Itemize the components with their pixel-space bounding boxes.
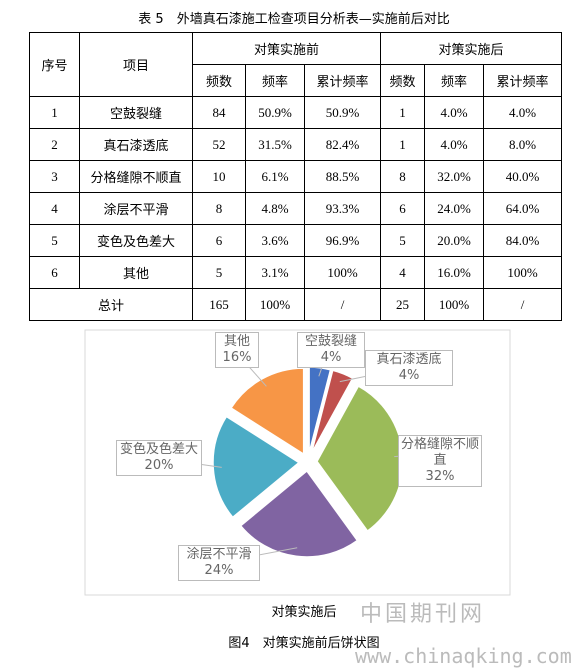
slice-value: 20% bbox=[144, 458, 174, 473]
header-cell: 累计频率 bbox=[483, 64, 562, 97]
slice-value: 32% bbox=[425, 469, 455, 484]
slice-name: 变色及色差大 bbox=[119, 442, 198, 457]
header-cell: 对策实施后 bbox=[380, 32, 562, 65]
table-cell: 100% bbox=[483, 256, 562, 289]
pie-slice bbox=[212, 415, 301, 519]
table-row: 3 分格缝隙不顺直 10 6.1% 88.5% 8 32.0% 40.0% bbox=[29, 160, 562, 193]
table-cell: 4.0% bbox=[424, 96, 484, 129]
slice-label: 空鼓裂缝 4% bbox=[297, 332, 365, 368]
header-cell: 对策实施前 bbox=[192, 32, 381, 65]
header-cell: 频数 bbox=[380, 64, 425, 97]
pie-slice bbox=[239, 469, 359, 558]
watermark-site: 中国期刊网 bbox=[360, 601, 486, 626]
table-cell: 4.0% bbox=[483, 96, 562, 129]
table-caption: 表 5 外墙真石漆施工检查项目分析表—实施前后对比 bbox=[138, 12, 450, 27]
table-cell: 10 bbox=[192, 160, 246, 193]
total-cell: / bbox=[483, 288, 562, 321]
slice-label: 分格缝隙不顺直 32% bbox=[398, 435, 482, 487]
table-cell: 24.0% bbox=[424, 192, 484, 225]
table-cell: 64.0% bbox=[483, 192, 562, 225]
figure-caption: 图4 对策实施前后饼状图 bbox=[228, 636, 380, 651]
slice-value: 4% bbox=[320, 350, 342, 365]
slice-name: 分格缝隙不顺直 bbox=[401, 437, 480, 468]
total-cell: 100% bbox=[245, 288, 305, 321]
pie-slice bbox=[310, 369, 354, 454]
total-cell: 100% bbox=[424, 288, 484, 321]
slice-value: 16% bbox=[222, 350, 252, 365]
total-cell: 总计 bbox=[29, 288, 193, 321]
header-cell: 项目 bbox=[79, 32, 193, 97]
table-cell: 1 bbox=[380, 128, 425, 161]
table-cell: 分格缝隙不顺直 bbox=[79, 160, 193, 193]
table-cell: 6.1% bbox=[245, 160, 305, 193]
table-row: 总计 165 100%/25 100% / bbox=[29, 288, 562, 321]
table-cell: 50.9% bbox=[245, 96, 305, 129]
table-cell: 3.6% bbox=[245, 224, 305, 257]
slice-value: 24% bbox=[204, 563, 234, 578]
slice-name: 其他 bbox=[223, 334, 250, 349]
slice-label: 其他 16% bbox=[215, 332, 259, 368]
table-row: 4 涂层不平滑 8 4.8% 93.3% 6 24.0% 64.0% bbox=[29, 192, 562, 225]
table-cell: 8 bbox=[380, 160, 425, 193]
table-cell: 52 bbox=[192, 128, 246, 161]
table-cell: 84 bbox=[192, 96, 246, 129]
chart-frame bbox=[84, 329, 511, 596]
chart-title: 对策实施后 bbox=[271, 605, 337, 620]
table-cell: 涂层不平滑 bbox=[79, 192, 193, 225]
table-cell: 4 bbox=[29, 192, 80, 225]
table-cell: 50.9% bbox=[304, 96, 381, 129]
table-cell: 20.0% bbox=[424, 224, 484, 257]
watermark-url: www.chinaqking.com bbox=[355, 644, 572, 668]
slice-name: 空鼓裂缝 bbox=[304, 334, 357, 349]
table-row: 序号 项目 对策实施前 对策实施后 bbox=[29, 32, 562, 97]
table-cell: 31.5% bbox=[245, 128, 305, 161]
slice-label: 真石漆透底 4% bbox=[365, 350, 453, 386]
table-cell: 100% bbox=[304, 256, 381, 289]
table-row: 2 真石漆透底 52 31.5% 82.4% 1 4.0% 8.0% bbox=[29, 128, 562, 161]
slice-value: 4% bbox=[398, 368, 420, 383]
slice-name: 真石漆透底 bbox=[376, 352, 442, 367]
header-cell: 序号 bbox=[29, 32, 80, 97]
total-cell: / bbox=[304, 288, 381, 321]
header-cell: 累计频率 bbox=[304, 64, 381, 97]
data-table: 序号 项目 对策实施前 对策实施后 频数 频率 累计频率 频数 频率 累计频率 1 空鼓裂缝 84 50.… bbox=[29, 32, 562, 321]
table-cell: 空鼓裂缝 bbox=[79, 96, 193, 129]
table-row: 1 空鼓裂缝 84 50.9% 50.9% 1 4.0% 4.0% bbox=[29, 96, 562, 129]
table-cell: 2 bbox=[29, 128, 80, 161]
table-cell: 5 bbox=[192, 256, 246, 289]
total-cell: 165 bbox=[192, 288, 246, 321]
slice-name: 涂层不平滑 bbox=[186, 547, 252, 562]
table-cell: 1 bbox=[380, 96, 425, 129]
table-cell: 82.4% bbox=[304, 128, 381, 161]
table-cell: 1 bbox=[29, 96, 80, 129]
pie-slice bbox=[230, 367, 305, 456]
slice-label: 涂层不平滑 24% bbox=[178, 545, 260, 581]
table-cell: 6 bbox=[29, 256, 80, 289]
slice-label: 变色及色差大 20% bbox=[116, 440, 202, 476]
table-row: 6 其他 5 3.1% 100% 4 16.0% 100% bbox=[29, 256, 562, 289]
table-cell: 96.9% bbox=[304, 224, 381, 257]
